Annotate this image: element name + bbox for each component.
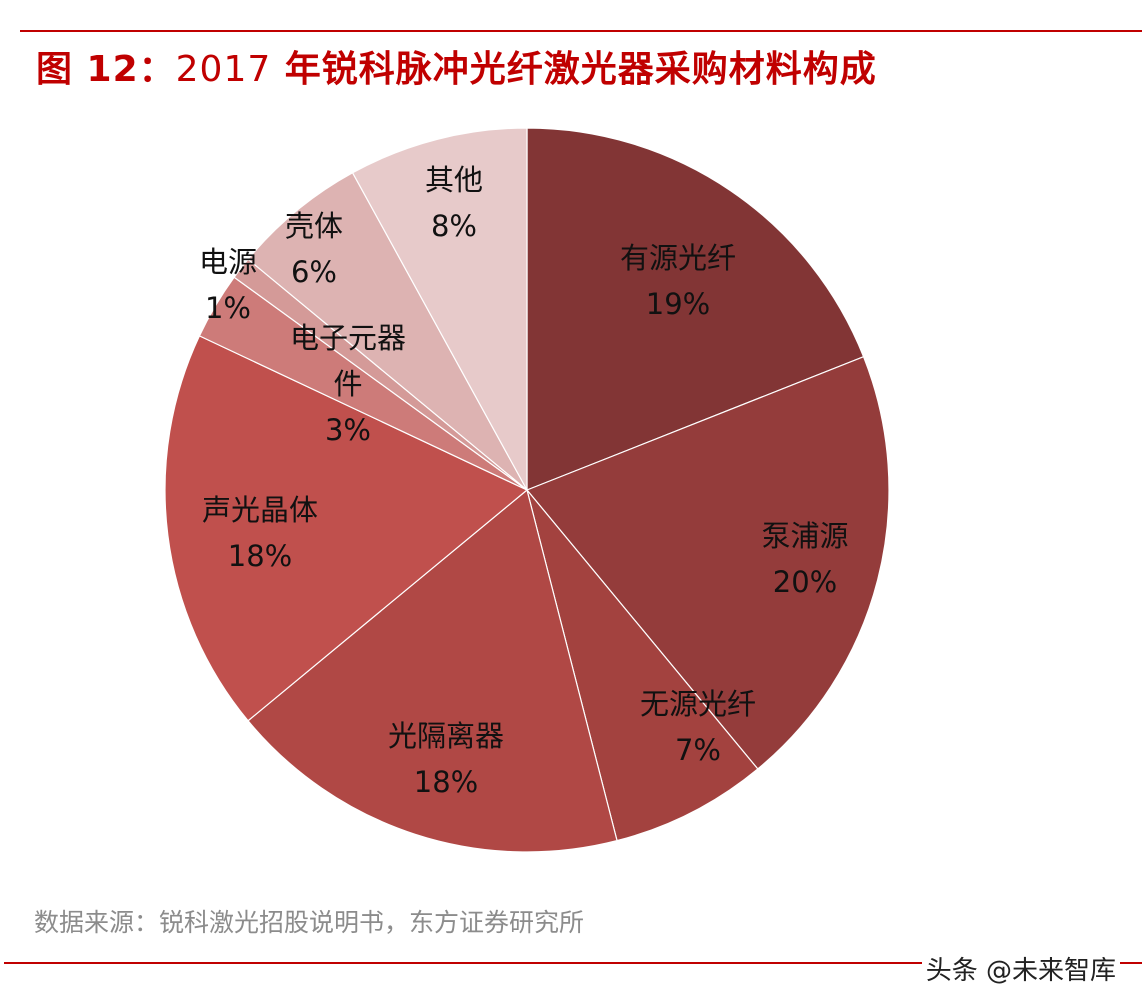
- slice-label: 壳体 6%: [285, 209, 343, 289]
- watermark: 头条 @未来智库: [921, 950, 1120, 987]
- slice-label: 声光晶体 18%: [202, 493, 318, 573]
- pie-slice: [164, 335, 529, 722]
- slice-label: 有源光纤 19%: [620, 241, 736, 321]
- pie-slice: [351, 127, 528, 491]
- slice-category-label: 无源光纤: [640, 687, 756, 721]
- slice-category-label: 有源光纤: [620, 241, 736, 275]
- pie-slices: [164, 127, 890, 853]
- slice-value-label: 20%: [773, 565, 837, 599]
- slice-label: 光隔离器 18%: [388, 719, 504, 799]
- figure-title: 图 12：2017 年锐科脉冲光纤激光器采购材料构成: [36, 40, 877, 92]
- slice-label: 其他 8%: [425, 163, 483, 243]
- slice-value-label: 3%: [325, 413, 371, 447]
- slice-label: 电子元器件 3%: [290, 321, 406, 447]
- slice-value-label: 18%: [414, 765, 478, 799]
- source-note: 数据来源：锐科激光招股说明书，东方证券研究所: [34, 908, 585, 937]
- slice-value-label: 19%: [646, 287, 710, 321]
- slice-label: 电源 1%: [199, 245, 257, 325]
- slice-value-label: 7%: [675, 733, 721, 767]
- slice-value-label: 6%: [291, 255, 337, 289]
- pie-slice: [247, 488, 618, 853]
- slice-category-label: 光隔离器: [388, 719, 504, 753]
- slice-category-label: 其他: [425, 163, 483, 197]
- pie-slice: [526, 489, 759, 842]
- pie-slice: [247, 171, 528, 491]
- slice-category-label: 泵浦源: [761, 519, 848, 553]
- pie-slice: [526, 355, 890, 770]
- pie-labels: 有源光纤 19% 泵浦源 20% 无源光纤 7% 光隔离器 18% 声光晶体 18% 电子元器件 3%…: [199, 163, 849, 799]
- pie-slice: [526, 127, 865, 491]
- slice-label: 泵浦源 20%: [761, 519, 848, 599]
- slice-value-label: 18%: [228, 539, 292, 573]
- title-prefix: 图 12：: [36, 49, 176, 90]
- bottom-rule: [4, 962, 1142, 964]
- slice-category-label: 壳体: [285, 209, 343, 243]
- slice-label: 无源光纤 7%: [640, 687, 756, 767]
- title-rest: 年锐科脉冲光纤激光器采购材料构成: [271, 49, 877, 90]
- slice-category-label: 电源: [199, 245, 257, 279]
- slice-category-label: 电子元器: [290, 321, 406, 355]
- title-year: 2017: [175, 49, 272, 90]
- slice-category-label: 件: [333, 367, 362, 401]
- slice-category-label: 声光晶体: [202, 493, 318, 527]
- slice-value-label: 8%: [431, 209, 477, 243]
- top-rule: [20, 30, 1142, 32]
- slice-value-label: 1%: [205, 291, 251, 325]
